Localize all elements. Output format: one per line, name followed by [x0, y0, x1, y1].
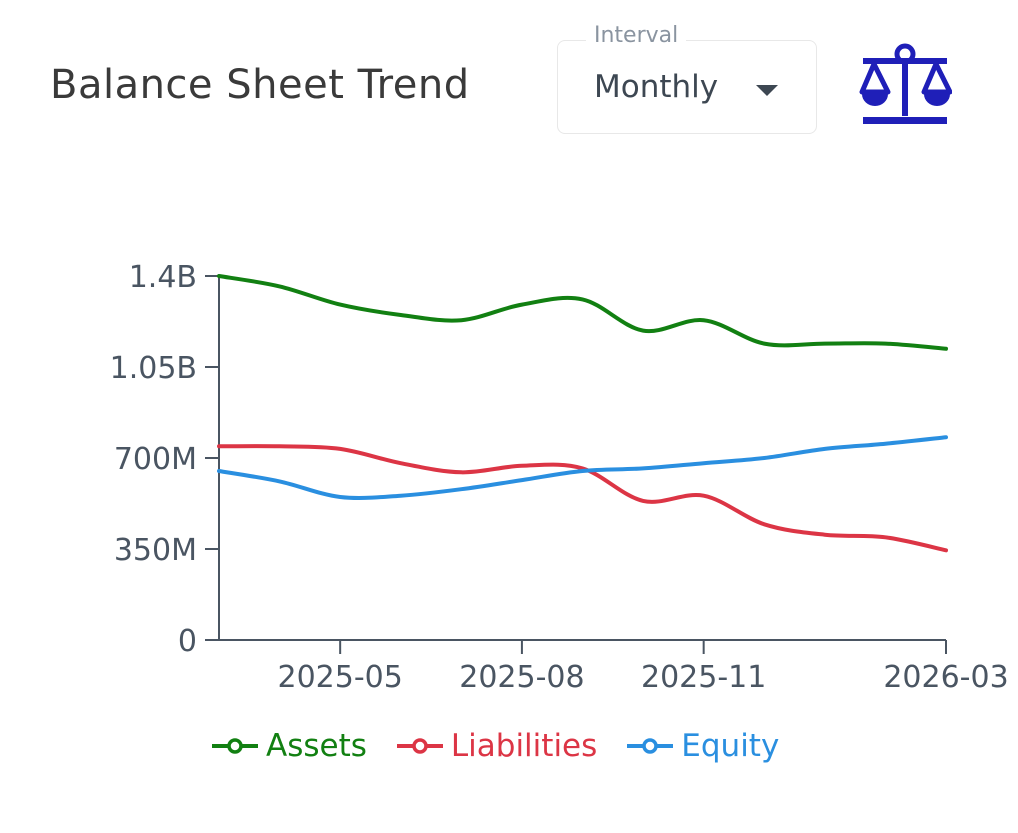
legend-label: Assets: [266, 728, 367, 764]
y-tick-label: 700M: [114, 442, 197, 477]
y-tick-label: 1.4B: [129, 260, 197, 295]
series-line-liabilities: [217, 444, 948, 553]
x-tick-label: 2026-03: [883, 660, 1008, 695]
legend-swatch-icon: [212, 738, 258, 754]
x-tick-label: 2025-11: [641, 660, 766, 695]
legend-item-equity[interactable]: Equity: [625, 728, 779, 764]
y-tick-label: 1.05B: [110, 351, 197, 386]
series-line-equity: [217, 435, 948, 500]
legend-item-assets[interactable]: Assets: [210, 728, 367, 764]
series-line-assets: [217, 274, 948, 351]
interval-value: Monthly: [594, 69, 719, 105]
interval-select[interactable]: Interval Monthly: [557, 23, 817, 134]
legend-label: Liabilities: [450, 728, 598, 764]
chart-title: Balance Sheet Trend: [50, 62, 470, 108]
x-tick-label: 2025-05: [277, 660, 402, 695]
y-tick-label: 0: [178, 624, 197, 659]
interval-label: Interval: [586, 23, 687, 48]
y-tick-label: 350M: [114, 533, 197, 568]
x-tick-label: 2025-08: [459, 660, 584, 695]
scale-balance-icon: [859, 43, 952, 124]
legend-label: Equity: [681, 728, 780, 764]
chevron-down-icon: [756, 85, 778, 96]
chart-legend: Assets Liabilities Equity: [210, 728, 779, 764]
legend-swatch-icon: [627, 738, 674, 754]
legend-swatch-icon: [396, 738, 443, 754]
legend-item-liabilities[interactable]: Liabilities: [395, 728, 597, 764]
